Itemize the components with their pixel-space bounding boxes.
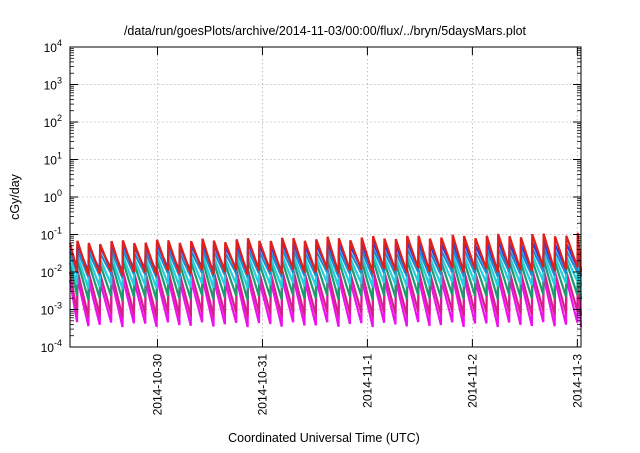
y-tick-label: 101 [44, 151, 62, 168]
y-tick-label: 102 [44, 113, 62, 130]
y-tick-label: 104 [44, 38, 62, 55]
x-tick-label: 2014-11-3 [570, 354, 584, 408]
x-tick-label: 2014-10-30 [150, 354, 164, 416]
x-tick-label: 2014-11-2 [465, 354, 479, 408]
y-tick-label: 103 [44, 76, 62, 93]
y-tick-label: 10-1 [41, 226, 62, 243]
y-tick-label: 10-2 [41, 263, 62, 280]
series-line [68, 276, 583, 328]
y-axis-label: cGy/day [8, 173, 22, 220]
y-tick-labels: 10-4 10-3 10-2 10-1 100 101 102 103 104 [41, 38, 62, 355]
series-line [68, 232, 583, 277]
x-tick-label: 2014-10-31 [255, 354, 269, 416]
x-tick-label: 2014-11-1 [360, 354, 374, 408]
series-layer [68, 232, 583, 328]
y-tick-label: 10-4 [41, 338, 62, 355]
y-tick-label: 10-3 [41, 301, 62, 318]
ticks [70, 46, 581, 348]
chart-title: /data/run/goesPlots/archive/2014-11-03/0… [124, 24, 527, 38]
x-tick-labels: 2014-10-30 2014-10-31 2014-11-1 2014-11-2 20… [150, 354, 584, 416]
y-tick-label: 100 [44, 188, 62, 205]
x-axis-label: Coordinated Universal Time (UTC) [228, 431, 420, 445]
